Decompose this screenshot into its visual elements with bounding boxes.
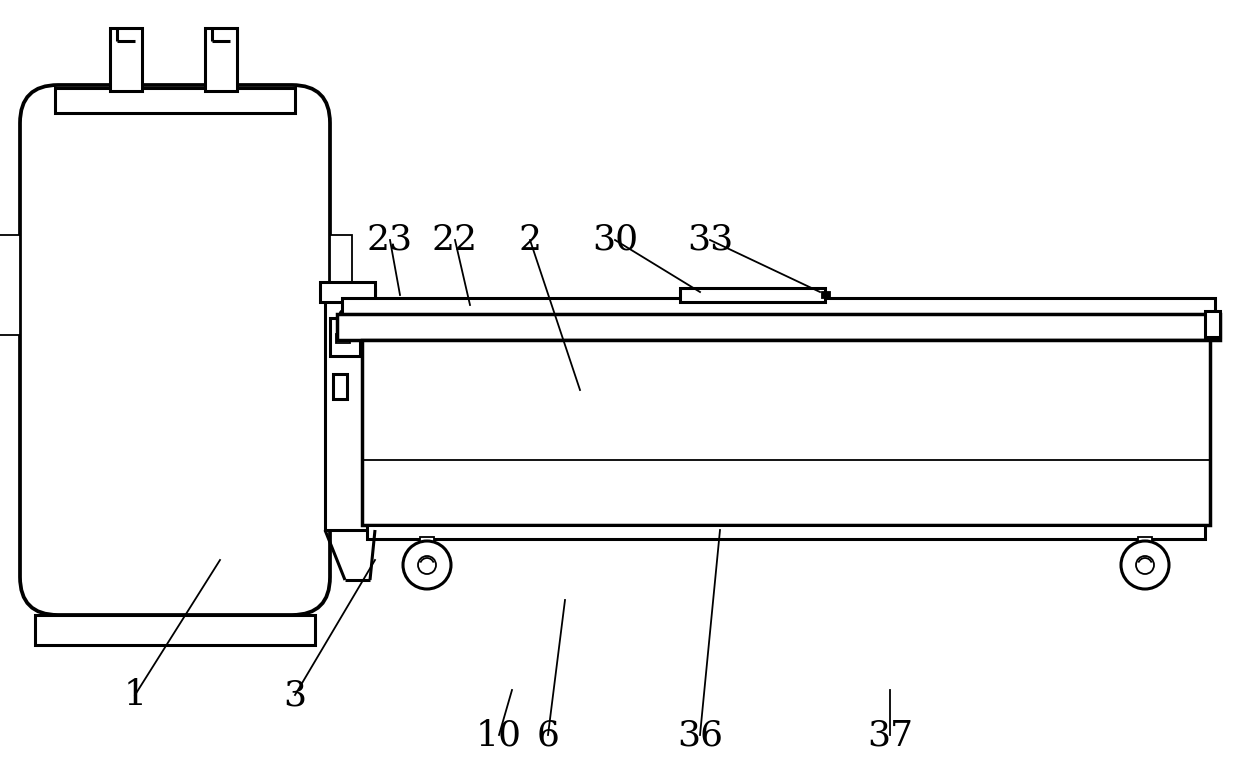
Bar — [343, 308, 347, 315]
Bar — [822, 292, 830, 298]
Bar — [680, 288, 825, 302]
Bar — [1138, 537, 1152, 545]
Text: 6: 6 — [537, 718, 559, 752]
Bar — [320, 282, 374, 302]
Bar — [342, 298, 1215, 314]
Circle shape — [1136, 556, 1154, 574]
Text: 30: 30 — [591, 223, 639, 257]
FancyBboxPatch shape — [20, 85, 330, 615]
Bar — [35, 615, 315, 645]
Bar — [362, 340, 1210, 525]
Circle shape — [418, 556, 436, 574]
Bar — [420, 537, 434, 545]
Text: 3: 3 — [284, 678, 306, 712]
Circle shape — [403, 541, 451, 589]
Bar — [336, 334, 350, 343]
Text: 23: 23 — [367, 223, 413, 257]
Bar — [330, 235, 352, 335]
Text: 10: 10 — [476, 718, 522, 752]
Text: 2: 2 — [518, 223, 542, 257]
Bar — [337, 314, 1220, 340]
Text: 36: 36 — [677, 718, 723, 752]
Text: 22: 22 — [432, 223, 477, 257]
Text: 33: 33 — [687, 223, 733, 257]
Bar — [330, 318, 360, 356]
Bar — [1205, 311, 1220, 337]
Bar — [334, 374, 347, 399]
Text: 1: 1 — [124, 678, 146, 712]
Bar — [0, 235, 20, 335]
Text: 37: 37 — [867, 718, 913, 752]
Bar — [367, 525, 1205, 539]
Bar — [55, 88, 295, 113]
Bar — [325, 290, 374, 530]
Bar — [205, 28, 237, 91]
Bar — [110, 28, 143, 91]
Circle shape — [340, 310, 350, 320]
Circle shape — [1121, 541, 1169, 589]
